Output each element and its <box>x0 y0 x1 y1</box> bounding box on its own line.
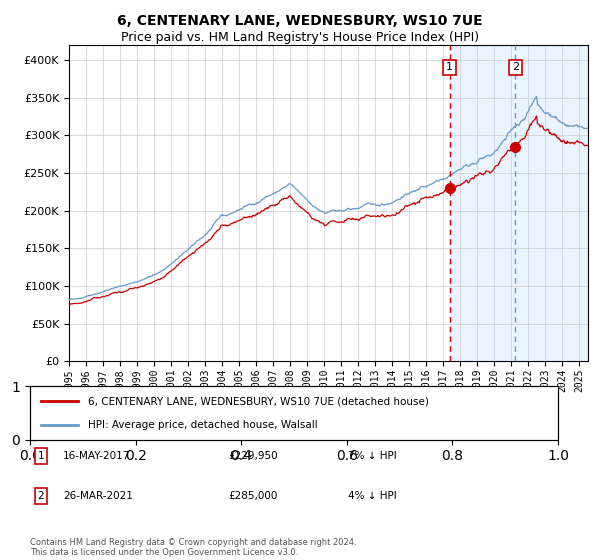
Text: £229,950: £229,950 <box>228 451 278 461</box>
Text: 26-MAR-2021: 26-MAR-2021 <box>63 491 133 501</box>
Text: 1: 1 <box>37 451 44 461</box>
Text: 16-MAY-2017: 16-MAY-2017 <box>63 451 130 461</box>
Text: Contains HM Land Registry data © Crown copyright and database right 2024.
This d: Contains HM Land Registry data © Crown c… <box>30 538 356 557</box>
Text: £285,000: £285,000 <box>228 491 277 501</box>
Text: 2: 2 <box>37 491 44 501</box>
Text: HPI: Average price, detached house, Walsall: HPI: Average price, detached house, Wals… <box>88 419 318 430</box>
Bar <box>449 45 588 361</box>
Text: 6, CENTENARY LANE, WEDNESBURY, WS10 7UE (detached house): 6, CENTENARY LANE, WEDNESBURY, WS10 7UE … <box>88 396 429 407</box>
Text: Price paid vs. HM Land Registry's House Price Index (HPI): Price paid vs. HM Land Registry's House … <box>121 31 479 44</box>
Text: 1: 1 <box>446 62 453 72</box>
Text: 7% ↓ HPI: 7% ↓ HPI <box>348 451 397 461</box>
Text: 4% ↓ HPI: 4% ↓ HPI <box>348 491 397 501</box>
Text: 6, CENTENARY LANE, WEDNESBURY, WS10 7UE: 6, CENTENARY LANE, WEDNESBURY, WS10 7UE <box>117 14 483 28</box>
Text: 2: 2 <box>512 62 519 72</box>
